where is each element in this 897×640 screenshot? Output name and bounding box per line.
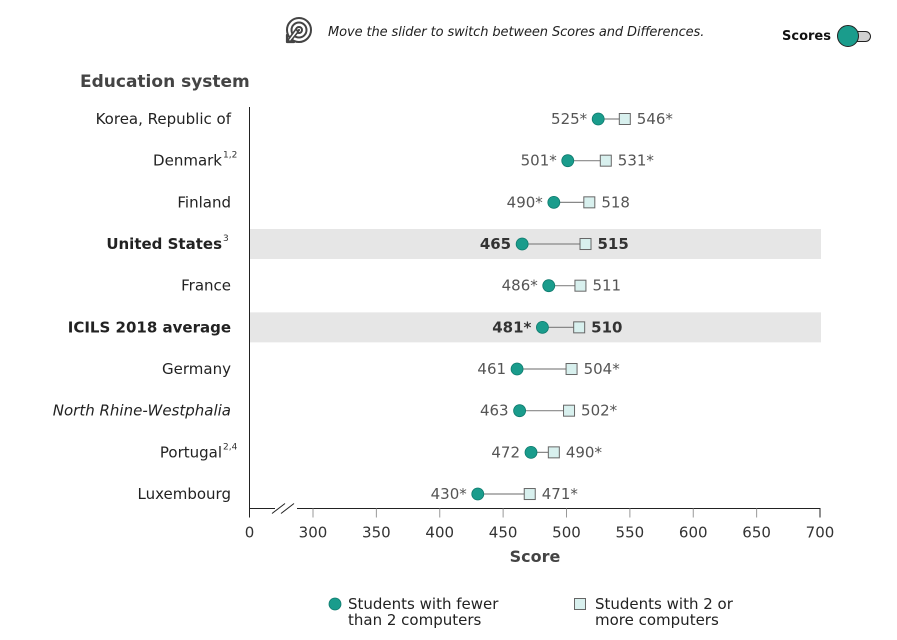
fewer-value-label: 481* <box>492 318 531 336</box>
more-value-label: 546* <box>637 110 674 128</box>
row-label: France <box>181 277 231 295</box>
legend-label: Students with fewer <box>348 595 499 613</box>
legend-label: Students with 2 or <box>595 595 734 613</box>
x-axis-title: Score <box>510 547 561 566</box>
more-value-label: 490* <box>566 443 603 461</box>
fewer-computers-point <box>542 279 556 293</box>
row-label: Korea, Republic of <box>96 110 232 128</box>
row-footnote: 1,2 <box>223 151 237 161</box>
highlight-rows <box>250 229 821 343</box>
fewer-value-label: 486* <box>502 277 539 295</box>
axis-break-mark <box>271 503 286 514</box>
more-value-label: 531* <box>618 152 655 170</box>
row-label: North Rhine-Westphalia <box>53 402 231 420</box>
fewer-computers-point <box>515 237 529 251</box>
x-axis: 0 300 350 400 450 500 550 600 650 700 <box>245 503 835 542</box>
column-title: Education system <box>80 72 250 92</box>
legend-label: than 2 computers <box>348 611 482 629</box>
row-label: Denmark <box>153 152 222 170</box>
fewer-value-label: 430* <box>431 485 468 503</box>
toggle-label: Scores <box>782 28 831 44</box>
more-value-label: 511 <box>592 277 621 295</box>
more-value-label: 510 <box>591 318 622 336</box>
row-label: Germany <box>162 360 231 378</box>
more-computers-point <box>547 446 560 459</box>
row-label: ICILS 2018 average <box>68 318 231 336</box>
fewer-computers-point <box>510 362 524 376</box>
row-label: Luxembourg <box>138 485 232 503</box>
fewer-computers-point <box>524 445 538 459</box>
instruction-hint: Move the slider to switch between Scores… <box>282 16 704 48</box>
legend-label: more computers <box>595 611 719 629</box>
highlight-row <box>250 312 821 343</box>
x-tick-label: 600 <box>679 524 708 542</box>
fewer-computers-point <box>471 487 485 501</box>
row-label: Portugal <box>160 443 222 461</box>
fewer-value-label: 525* <box>551 110 588 128</box>
x-tick-label: 700 <box>806 524 835 542</box>
more-value-label: 515 <box>598 235 629 253</box>
fewer-value-label: 461 <box>477 360 506 378</box>
x-tick-label: 400 <box>425 524 454 542</box>
fewer-value-label: 472 <box>491 443 520 461</box>
x-tick-label: 450 <box>489 524 518 542</box>
touch-target-icon <box>285 17 312 44</box>
fewer-computers-point <box>561 154 575 168</box>
more-computers-point <box>574 279 587 292</box>
legend-square-marker <box>574 598 586 610</box>
scores-differences-toggle[interactable]: Scores <box>782 25 873 47</box>
row-footnote: 3 <box>223 234 229 244</box>
fewer-value-label: 465 <box>480 235 511 253</box>
more-computers-point <box>563 404 576 417</box>
toggle-knob[interactable] <box>836 25 859 47</box>
x-tick-label: 650 <box>742 524 771 542</box>
axis-break-mark <box>280 503 295 514</box>
y-axis-labels: Korea, Republic of Denmark 1,2 Finland Unite… <box>53 110 238 503</box>
fewer-computers-point <box>536 320 549 334</box>
hint-text: Move the slider to switch between Scores… <box>328 24 705 40</box>
data-marks: 525* 546* 501* 531* 490* 518 465 515 486* 511 481*… <box>431 110 674 503</box>
fewer-value-label: 490* <box>507 193 544 211</box>
fewer-computers-point <box>591 112 605 126</box>
row-label: United States <box>106 235 222 253</box>
fewer-computers-point <box>513 404 527 418</box>
more-value-label: 504* <box>584 360 621 378</box>
row-footnote: 2,4 <box>223 442 238 452</box>
axis-break-gap <box>275 505 297 512</box>
fewer-computers-point <box>547 195 561 209</box>
x-tick-label: 350 <box>362 524 391 542</box>
more-computers-point <box>599 154 612 167</box>
more-computers-point <box>583 196 596 209</box>
more-value-label: 502* <box>581 402 618 420</box>
more-value-label: 471* <box>542 485 579 503</box>
x-tick-label: 0 <box>245 524 255 542</box>
x-tick-label: 300 <box>299 524 328 542</box>
more-computers-point <box>573 321 586 334</box>
fewer-value-label: 501* <box>521 152 558 170</box>
row-label: Finland <box>177 193 231 211</box>
x-tick-label: 500 <box>552 524 581 542</box>
more-computers-point <box>523 488 536 501</box>
more-computers-point <box>565 363 578 376</box>
x-tick-label: 550 <box>616 524 645 542</box>
more-computers-point <box>579 238 592 251</box>
more-value-label: 518 <box>601 193 630 211</box>
fewer-value-label: 463 <box>480 402 509 420</box>
legend-circle-marker <box>328 597 342 611</box>
toggle-switch[interactable] <box>836 25 873 47</box>
more-computers-point <box>618 113 631 125</box>
